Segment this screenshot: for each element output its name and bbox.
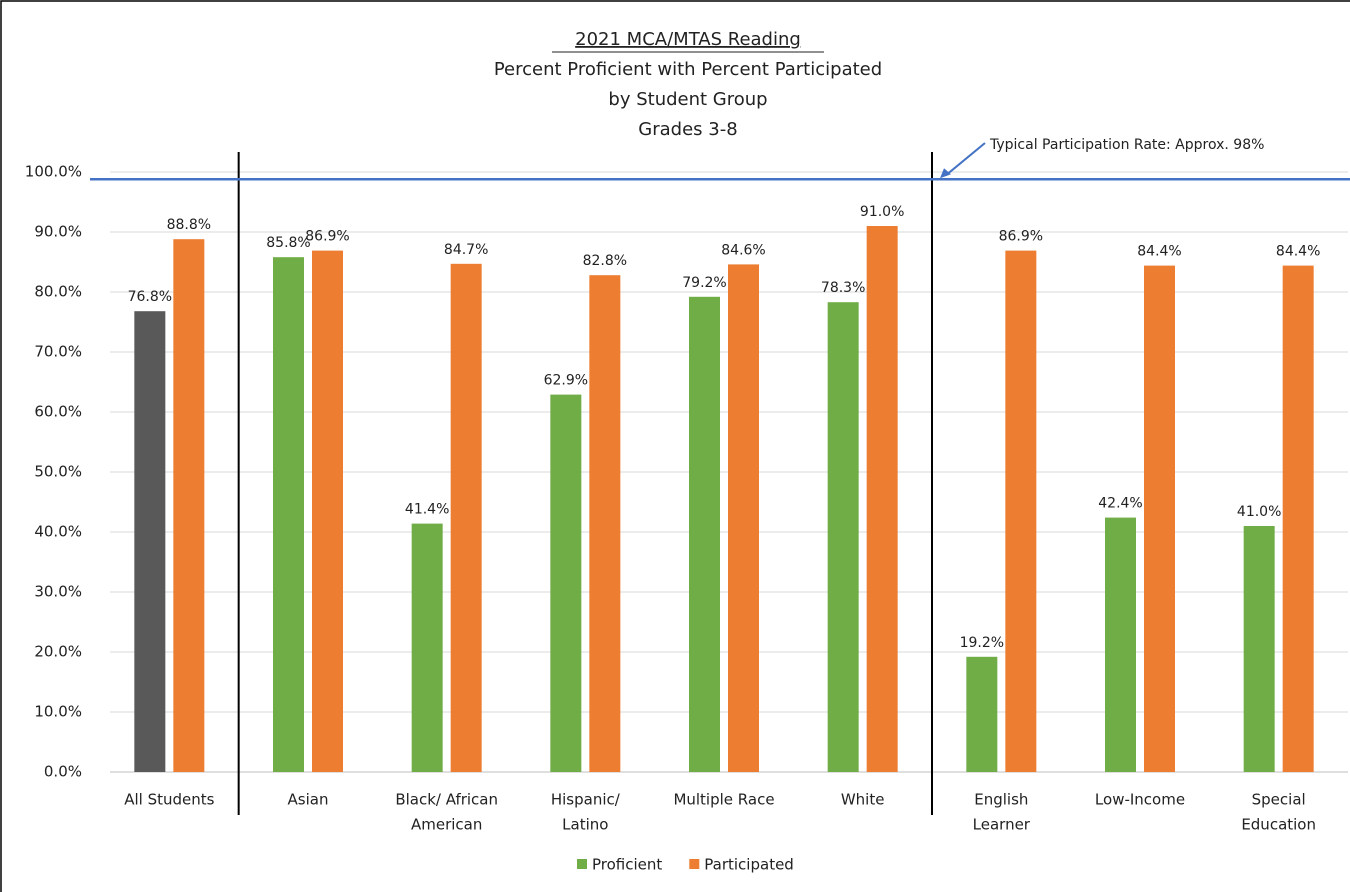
legend-swatch — [689, 859, 700, 869]
y-tick-label: 70.0% — [34, 343, 82, 361]
bar — [866, 226, 898, 772]
legend-label: Proficient — [592, 856, 662, 874]
legend-label: Participated — [704, 856, 794, 874]
data-label: 79.2% — [682, 275, 726, 291]
bar — [450, 263, 482, 772]
bar — [689, 296, 720, 772]
bar — [411, 523, 443, 772]
annotation: Typical Participation Rate: Approx. 98% — [989, 137, 1264, 153]
data-label: 88.8% — [167, 217, 211, 233]
x-tick-label: Multiple Race — [673, 791, 774, 809]
chart-subtitle: by Student Group — [608, 89, 767, 110]
annotation-arrow — [945, 142, 986, 176]
bar — [589, 275, 621, 772]
chart-subtitle: Percent Proficient with Percent Particip… — [494, 59, 882, 80]
data-label: 19.2% — [960, 635, 1004, 651]
x-tick-label: All Students — [124, 791, 214, 809]
y-tick-label: 30.0% — [34, 583, 82, 601]
data-label: 84.4% — [1276, 244, 1320, 260]
y-tick-label: 0.0% — [44, 763, 82, 781]
x-tick-label: Special — [1252, 791, 1306, 809]
y-tick-label: 20.0% — [34, 643, 82, 661]
x-tick-label: Black/ African — [395, 791, 498, 809]
bar — [1105, 517, 1136, 772]
data-label: 41.4% — [405, 502, 449, 518]
legend-swatch — [577, 859, 587, 869]
y-tick-label: 40.0% — [34, 523, 82, 541]
chart-subtitle: Grades 3-8 — [638, 119, 737, 140]
data-label: 78.3% — [821, 280, 865, 296]
bar — [1005, 250, 1037, 773]
data-label: 85.8% — [266, 235, 310, 251]
data-label: 91.0% — [860, 204, 904, 220]
x-tick-label: American — [411, 816, 482, 834]
bar — [1144, 265, 1175, 772]
bar — [134, 311, 166, 772]
data-label: 41.0% — [1237, 504, 1281, 520]
x-tick-label: Education — [1241, 816, 1316, 834]
bar — [550, 394, 582, 772]
y-tick-label: 50.0% — [34, 463, 82, 481]
x-tick-label: Learner — [973, 816, 1031, 834]
bar — [1243, 526, 1275, 772]
y-tick-label: 100.0% — [25, 163, 82, 181]
data-label: 82.8% — [583, 253, 627, 269]
bar — [827, 302, 859, 772]
bar — [173, 239, 205, 772]
bar — [273, 257, 304, 772]
data-label: 62.9% — [544, 373, 588, 389]
data-label: 84.6% — [721, 242, 765, 258]
y-tick-label: 10.0% — [34, 703, 82, 721]
x-tick-label: Asian — [288, 791, 329, 809]
bar — [1282, 265, 1314, 772]
annotation-arrowhead — [940, 168, 951, 179]
bar — [728, 264, 759, 772]
data-label: 86.9% — [305, 229, 349, 245]
data-label: 84.4% — [1137, 244, 1181, 260]
data-label: 84.7% — [444, 242, 488, 258]
data-label: 86.9% — [999, 229, 1043, 245]
x-tick-label: Latino — [562, 816, 608, 834]
x-tick-label: Low-Income — [1095, 791, 1185, 809]
data-label: 42.4% — [1098, 496, 1142, 512]
bar — [312, 250, 343, 773]
y-tick-label: 60.0% — [34, 403, 82, 421]
y-tick-label: 90.0% — [34, 223, 82, 241]
x-tick-label: White — [841, 791, 885, 809]
y-tick-label: 80.0% — [34, 283, 82, 301]
x-tick-label: Hispanic/ — [551, 791, 621, 809]
x-tick-label: English — [974, 791, 1028, 809]
data-label: 76.8% — [128, 289, 172, 305]
bar — [966, 656, 998, 772]
chart-title: 2021 MCA/MTAS Reading — [575, 29, 801, 50]
